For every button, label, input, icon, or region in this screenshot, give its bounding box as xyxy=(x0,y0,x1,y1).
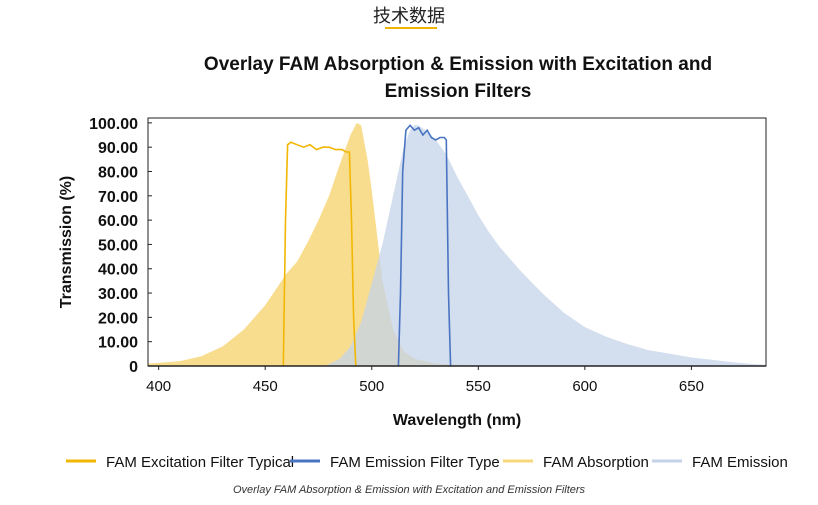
y-tick-label: 70.00 xyxy=(98,189,138,206)
y-tick-label: 50.00 xyxy=(98,237,138,254)
line-fam-excitation-filter-typical xyxy=(282,141,357,367)
chart-title-line-1: Overlay FAM Absorption & Emission with E… xyxy=(204,54,712,75)
section-header: 技术数据 xyxy=(0,0,818,28)
y-tick-label: 30.00 xyxy=(98,286,138,303)
x-tick-label: 400 xyxy=(146,378,171,395)
x-axis-label: Wavelength (nm) xyxy=(393,412,521,429)
y-axis-label: Transmission (%) xyxy=(58,176,75,308)
y-tick-label: 0 xyxy=(129,359,138,376)
area-fam-emission xyxy=(324,125,766,366)
x-tick-label: 600 xyxy=(572,378,597,395)
legend-label-3: FAM Absorption xyxy=(543,454,649,471)
x-tick-label: 500 xyxy=(359,378,384,395)
chart-title-line-2: Emission Filters xyxy=(385,81,532,102)
area-fam-absorption xyxy=(148,122,479,367)
figure-caption: Overlay FAM Absorption & Emission with E… xyxy=(232,484,586,496)
x-tick-label: 450 xyxy=(253,378,278,395)
x-tick-label: 650 xyxy=(679,378,704,395)
y-tick-label: 80.00 xyxy=(98,164,138,181)
line-fam-emission-filter-type xyxy=(397,124,452,367)
y-tick-label: 20.00 xyxy=(98,310,138,327)
section-title: 技术数据 xyxy=(373,6,445,27)
transmission-chart: Overlay FAM Absorption & Emission with E… xyxy=(58,54,788,471)
section-title-underline xyxy=(385,27,437,29)
y-tick-label: 40.00 xyxy=(98,262,138,279)
y-tick-label: 10.00 xyxy=(98,335,138,352)
legend-label-2: FAM Emission Filter Type xyxy=(330,454,500,471)
y-tick-label: 100.00 xyxy=(89,116,138,133)
y-tick-label: 90.00 xyxy=(98,140,138,157)
legend-label-4: FAM Emission xyxy=(692,454,788,471)
legend-label-1: FAM Excitation Filter Typical xyxy=(106,454,294,471)
x-tick-label: 550 xyxy=(466,378,491,395)
y-tick-label: 60.00 xyxy=(98,213,138,230)
